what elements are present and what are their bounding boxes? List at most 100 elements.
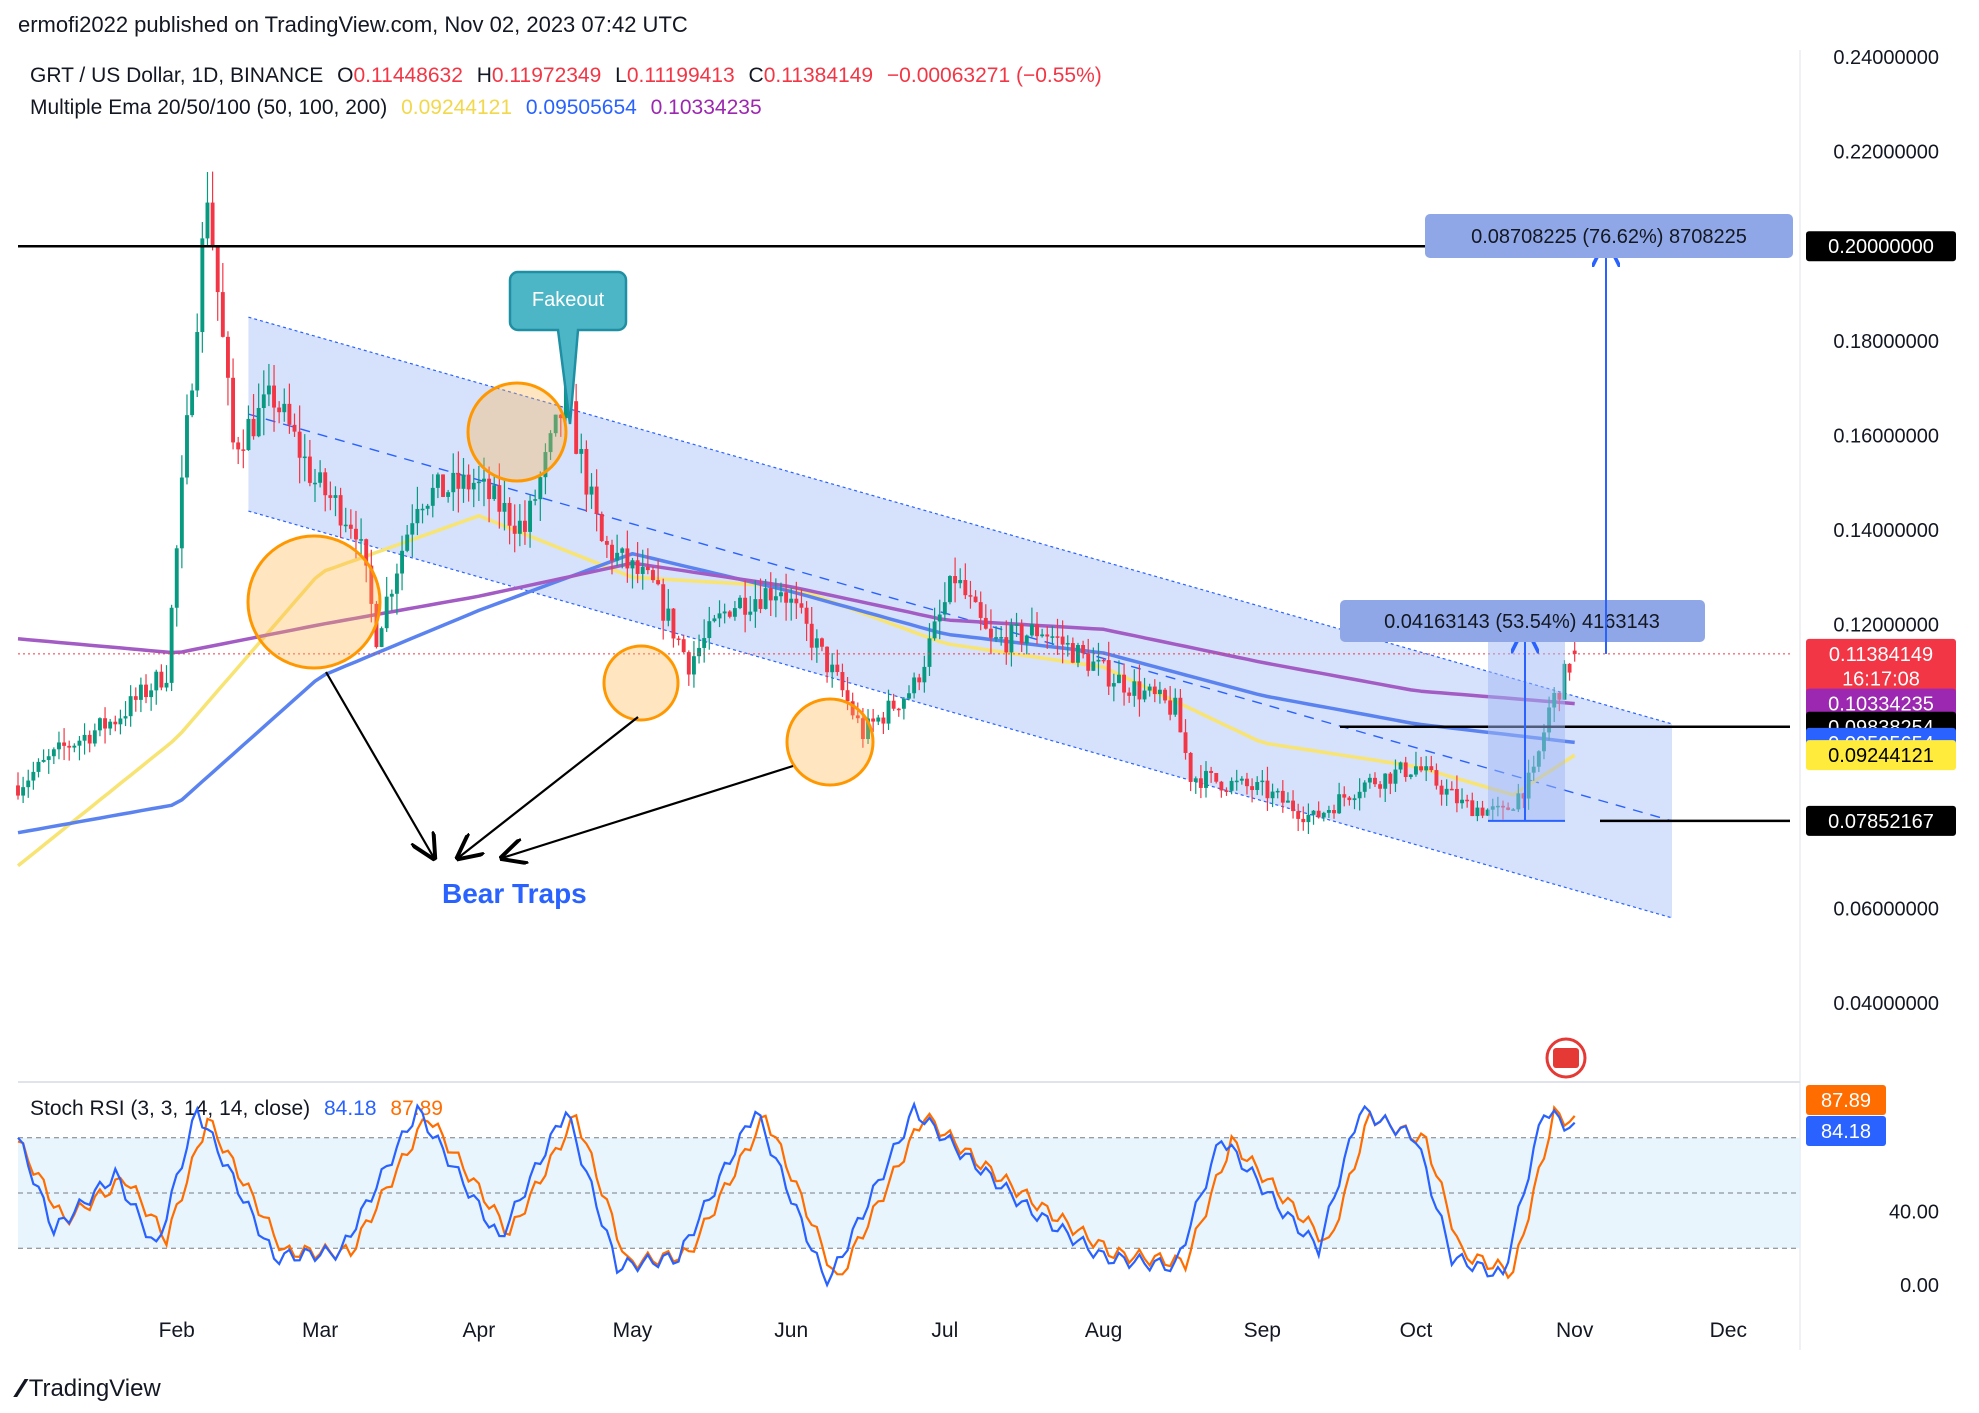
candle-body <box>1485 809 1490 816</box>
economic-event-icon-flag <box>1553 1048 1579 1068</box>
price-tick-label: 0.14000000 <box>1833 520 1939 542</box>
stoch-badge-label: 87.89 <box>1821 1090 1871 1112</box>
candle-body <box>1137 681 1142 700</box>
price-badge-label: 0.10334235 <box>1828 694 1934 716</box>
candle-body <box>1367 777 1372 783</box>
candle-body <box>21 787 26 796</box>
candle-body <box>610 544 614 561</box>
candle-body <box>154 671 159 691</box>
candle-body <box>727 611 732 617</box>
candle-body <box>1239 778 1244 781</box>
candle-body <box>1378 784 1383 789</box>
high-label: H <box>476 64 492 87</box>
candle-body <box>256 408 261 437</box>
candle-body <box>717 613 722 619</box>
candle-body <box>215 246 220 293</box>
low-value: 0.11199413 <box>626 64 735 87</box>
candle-body <box>1337 794 1342 814</box>
candle-body <box>1188 752 1193 782</box>
candle-body <box>451 472 456 493</box>
price-tick-label: 0.04000000 <box>1833 993 1939 1015</box>
candle-body <box>697 647 701 657</box>
candle-body <box>482 478 486 482</box>
candle-body <box>994 637 998 639</box>
candle-body <box>948 576 952 603</box>
stoch-tick-label: 40.00 <box>1889 1201 1939 1223</box>
candle-body <box>681 639 686 653</box>
candle-body <box>1157 689 1162 695</box>
candle-body <box>1178 697 1183 733</box>
candle-body <box>272 385 276 408</box>
candle-body <box>579 448 584 454</box>
time-axis-label: Jun <box>774 1319 808 1342</box>
candle-body <box>1424 766 1429 771</box>
candle-body <box>574 401 579 454</box>
candle-body <box>466 474 471 490</box>
price-badge <box>1806 688 1956 719</box>
tradingview-logo[interactable]: ⁄⁄ TradingView <box>18 1373 161 1404</box>
candle-body <box>1465 799 1470 802</box>
candle-body <box>1332 810 1336 814</box>
candle-body <box>702 638 707 648</box>
candle-body <box>656 580 661 585</box>
candle-body <box>1326 810 1331 813</box>
price-badge <box>1806 663 1956 694</box>
candle-body <box>476 481 481 484</box>
candle-body <box>241 449 246 451</box>
candle-body <box>1111 683 1116 687</box>
time-axis-label: May <box>613 1319 653 1342</box>
candle-body <box>1352 798 1357 801</box>
candle-body <box>635 560 640 574</box>
candle-body <box>1004 637 1009 653</box>
candle-body <box>1373 777 1377 785</box>
candle-body <box>1250 786 1255 791</box>
candle-body <box>1060 636 1065 645</box>
symbol-name[interactable]: GRT / US Dollar, 1D, BINANCE <box>30 64 324 87</box>
candle-body <box>763 588 768 609</box>
candle-body <box>133 696 138 700</box>
candle-body <box>968 595 973 597</box>
ema-indicator-name[interactable]: Multiple Ema 20/50/100 (50, 100, 200) <box>30 96 388 119</box>
candle-body <box>1024 635 1029 644</box>
candle-body <box>1234 780 1239 783</box>
candle-body <box>323 472 328 496</box>
candle-body <box>190 390 195 416</box>
price-tick-label: 0.06000000 <box>1833 898 1939 920</box>
candle-body <box>313 482 317 485</box>
candle-body <box>1429 766 1434 771</box>
bear-trap-circle <box>246 534 382 670</box>
candle-body <box>676 638 681 640</box>
candle-body <box>1301 818 1306 823</box>
candle-body <box>128 696 133 717</box>
close-label: C <box>748 64 764 87</box>
candle-body <box>26 780 31 788</box>
stoch-rsi-legend: Stoch RSI (3, 3, 14, 14, close) 84.18 87… <box>30 1097 443 1121</box>
candle-body <box>1173 697 1178 715</box>
candle-body <box>179 477 184 549</box>
candle-body <box>651 570 655 581</box>
candle-body <box>789 598 794 603</box>
candle-body <box>1132 681 1137 696</box>
price-badge-label: 0.11384149 <box>1829 644 1933 666</box>
candle-body <box>558 414 563 419</box>
stoch-rsi-name[interactable]: Stoch RSI (3, 3, 14, 14, close) <box>30 1097 311 1120</box>
candle-body <box>1460 799 1464 804</box>
candle-body <box>1419 766 1424 771</box>
candle-body <box>441 474 445 497</box>
candle-body <box>1296 811 1301 819</box>
candle-body <box>1480 807 1485 816</box>
candle-body <box>62 742 67 746</box>
candle-body <box>978 602 983 618</box>
price-axis: 0.24000000 0.22000000 0.20000000 0.18000000… <box>1806 47 1956 1297</box>
candle-body <box>41 759 46 762</box>
candle-body <box>584 448 589 495</box>
bear-trap-arrow <box>325 671 434 858</box>
candle-body <box>113 721 118 725</box>
time-axis-label: Nov <box>1556 1319 1594 1342</box>
stoch-badge <box>1806 1116 1886 1146</box>
measure-small-label-bg <box>1340 600 1705 642</box>
candle-body <box>1275 790 1280 793</box>
candle-body <box>1475 807 1480 817</box>
candle-body <box>430 487 435 506</box>
